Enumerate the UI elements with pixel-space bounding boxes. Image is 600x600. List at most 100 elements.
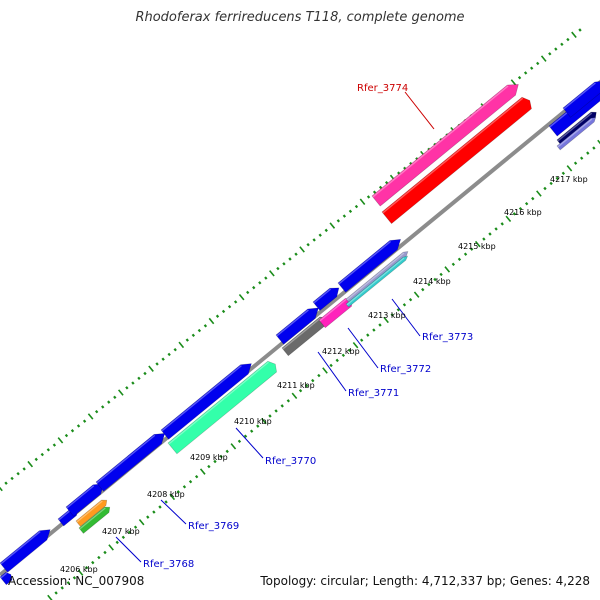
- tick-mark: [246, 290, 250, 295]
- tick-mark: [213, 459, 217, 464]
- tick-mark: [531, 196, 535, 201]
- tick-mark: [60, 586, 64, 590]
- tick-mark: [352, 342, 359, 349]
- label-leader: [115, 536, 142, 563]
- tick-mark: [512, 212, 517, 216]
- tick-mark: [70, 429, 75, 433]
- tick-mark: [264, 276, 268, 280]
- tick-mark: [384, 180, 389, 185]
- tick-mark: [342, 214, 347, 218]
- tick-mark: [482, 237, 486, 241]
- map-title: Rhodoferax ferrireducens T118, complete …: [135, 10, 465, 25]
- kbp-label: 4209 kbp: [190, 453, 228, 462]
- tick-mark: [566, 165, 573, 172]
- gene-arrow: [275, 307, 319, 345]
- tick-mark: [335, 358, 339, 363]
- feature-highlight: [276, 309, 309, 337]
- feature-highlight: [66, 485, 95, 509]
- gene-arrow: [371, 84, 519, 207]
- tick-mark: [372, 328, 376, 332]
- tick-mark: [536, 61, 540, 66]
- tick-mark: [299, 246, 305, 253]
- feature-highlight: [338, 240, 392, 285]
- tick-mark: [372, 190, 377, 194]
- tick-mark: [66, 581, 71, 585]
- tick-mark: [0, 486, 3, 492]
- tick-mark: [46, 448, 51, 452]
- tick-mark: [354, 204, 359, 209]
- gene-label: Rfer_3768: [143, 559, 194, 570]
- tick-mark: [336, 219, 341, 223]
- feature-highlight: [346, 257, 405, 306]
- feature-highlight: [313, 288, 332, 304]
- tick-mark: [219, 454, 223, 459]
- tick-mark: [230, 443, 237, 450]
- kbp-label: 4208 kbp: [147, 490, 185, 499]
- kbp-label: 4207 kbp: [102, 527, 140, 536]
- tick-mark: [566, 37, 570, 42]
- tick-mark: [304, 383, 309, 388]
- tick-mark: [203, 324, 208, 328]
- tick-mark: [169, 493, 176, 501]
- tick-mark: [94, 409, 99, 414]
- gene-arrow: [0, 571, 13, 586]
- feature-highlight: [346, 252, 405, 301]
- kbp-scale: 4206 kbp 4207 kbp 4208 kbp 4209 kbp 4210 kbp…: [60, 175, 588, 574]
- tick-mark: [178, 341, 185, 349]
- feature-highlight: [79, 507, 106, 530]
- tick-mark: [280, 404, 284, 408]
- tick-mark: [158, 505, 162, 509]
- feature-highlight: [168, 361, 269, 445]
- tick-mark: [433, 277, 437, 282]
- tick-mark: [249, 429, 254, 433]
- feature-highlight: [0, 572, 8, 579]
- feature-highlight: [161, 365, 242, 432]
- tick-mark: [444, 266, 451, 273]
- tick-mark: [311, 378, 315, 383]
- kbp-label: 4213 kbp: [368, 311, 406, 320]
- tick-mark: [164, 500, 168, 504]
- tick-mark: [138, 518, 145, 526]
- feature-highlight: [563, 82, 596, 110]
- inner-tick-ring: [47, 139, 600, 600]
- tick-mark: [548, 52, 552, 56]
- tick-mark: [329, 222, 336, 229]
- cds-block: [78, 506, 111, 534]
- tick-mark: [208, 317, 215, 325]
- tick-mark: [261, 417, 267, 425]
- tick-mark: [182, 485, 187, 489]
- tick-mark: [161, 357, 165, 361]
- tick-mark: [87, 413, 94, 420]
- tick-mark: [396, 308, 401, 312]
- tick-mark: [390, 313, 394, 317]
- tick-mark: [269, 270, 275, 277]
- tick-mark: [510, 79, 517, 86]
- tick-mark: [549, 181, 553, 186]
- tick-mark: [322, 367, 328, 374]
- tick-mark: [133, 525, 138, 529]
- tick-mark: [555, 176, 559, 181]
- kbp-label: 4212 kbp: [322, 347, 360, 356]
- tick-mark: [252, 285, 256, 290]
- tick-mark: [318, 233, 322, 237]
- tick-mark: [185, 338, 189, 342]
- tick-mark: [523, 71, 528, 75]
- tick-mark: [167, 352, 171, 357]
- feature-highlight: [58, 508, 72, 521]
- label-leaders: [115, 91, 435, 563]
- tick-mark: [451, 262, 456, 267]
- tick-mark: [488, 232, 492, 236]
- tick-mark: [40, 452, 44, 457]
- tick-mark: [474, 240, 481, 248]
- tick-mark: [131, 381, 135, 385]
- kbp-label: 4210 kbp: [234, 417, 272, 426]
- feature-highlight: [319, 298, 347, 322]
- tick-mark: [10, 476, 14, 481]
- feature-highlight: [557, 118, 593, 148]
- label-leader: [347, 327, 379, 369]
- tick-mark: [543, 186, 547, 191]
- gene-arrow: [337, 239, 402, 293]
- tick-mark: [402, 303, 407, 307]
- tick-mark: [324, 228, 328, 233]
